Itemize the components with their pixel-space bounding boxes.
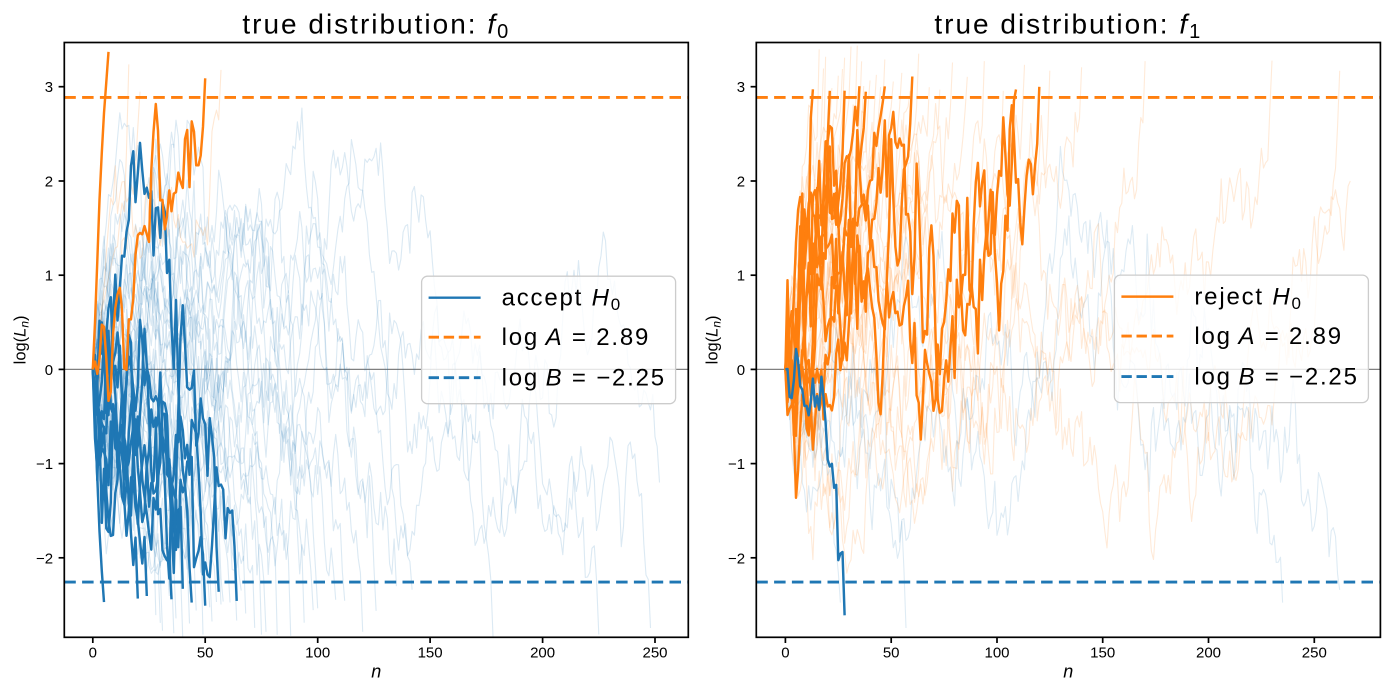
svg-text:2: 2: [737, 174, 745, 191]
svg-text:−2: −2: [728, 550, 745, 567]
svg-text:150: 150: [1090, 644, 1115, 661]
svg-text:log A = 2.89: log A = 2.89: [1194, 323, 1343, 350]
svg-text:−1: −1: [36, 456, 53, 473]
svg-text:true distribution: f0: true distribution: f0: [242, 9, 510, 44]
svg-text:n: n: [1063, 662, 1073, 682]
svg-text:log B = −2.25: log B = −2.25: [502, 365, 666, 392]
svg-text:50: 50: [197, 644, 214, 661]
svg-text:0: 0: [781, 644, 789, 661]
svg-text:200: 200: [530, 644, 555, 661]
svg-text:150: 150: [418, 644, 443, 661]
svg-text:−2: −2: [36, 550, 53, 567]
svg-text:1: 1: [737, 268, 745, 285]
svg-text:−1: −1: [728, 456, 745, 473]
svg-text:log(Ln): log(Ln): [12, 315, 32, 364]
svg-text:100: 100: [984, 644, 1009, 661]
svg-text:200: 200: [1196, 644, 1221, 661]
svg-text:log(Ln): log(Ln): [704, 315, 724, 364]
svg-text:0: 0: [737, 362, 745, 379]
svg-text:2: 2: [45, 174, 53, 191]
svg-text:reject H0: reject H0: [1194, 284, 1302, 314]
svg-text:log A = 2.89: log A = 2.89: [502, 324, 651, 351]
svg-text:n: n: [371, 662, 381, 682]
svg-text:true distribution: f1: true distribution: f1: [934, 9, 1202, 44]
svg-text:250: 250: [642, 644, 667, 661]
svg-text:0: 0: [89, 644, 97, 661]
svg-text:3: 3: [737, 79, 745, 96]
svg-text:50: 50: [883, 644, 900, 661]
svg-text:log B = −2.25: log B = −2.25: [1194, 364, 1358, 391]
svg-text:100: 100: [305, 644, 330, 661]
svg-text:0: 0: [45, 362, 53, 379]
svg-text:1: 1: [45, 268, 53, 285]
svg-text:3: 3: [45, 79, 53, 96]
svg-text:accept H0: accept H0: [502, 285, 622, 315]
svg-text:250: 250: [1302, 644, 1327, 661]
